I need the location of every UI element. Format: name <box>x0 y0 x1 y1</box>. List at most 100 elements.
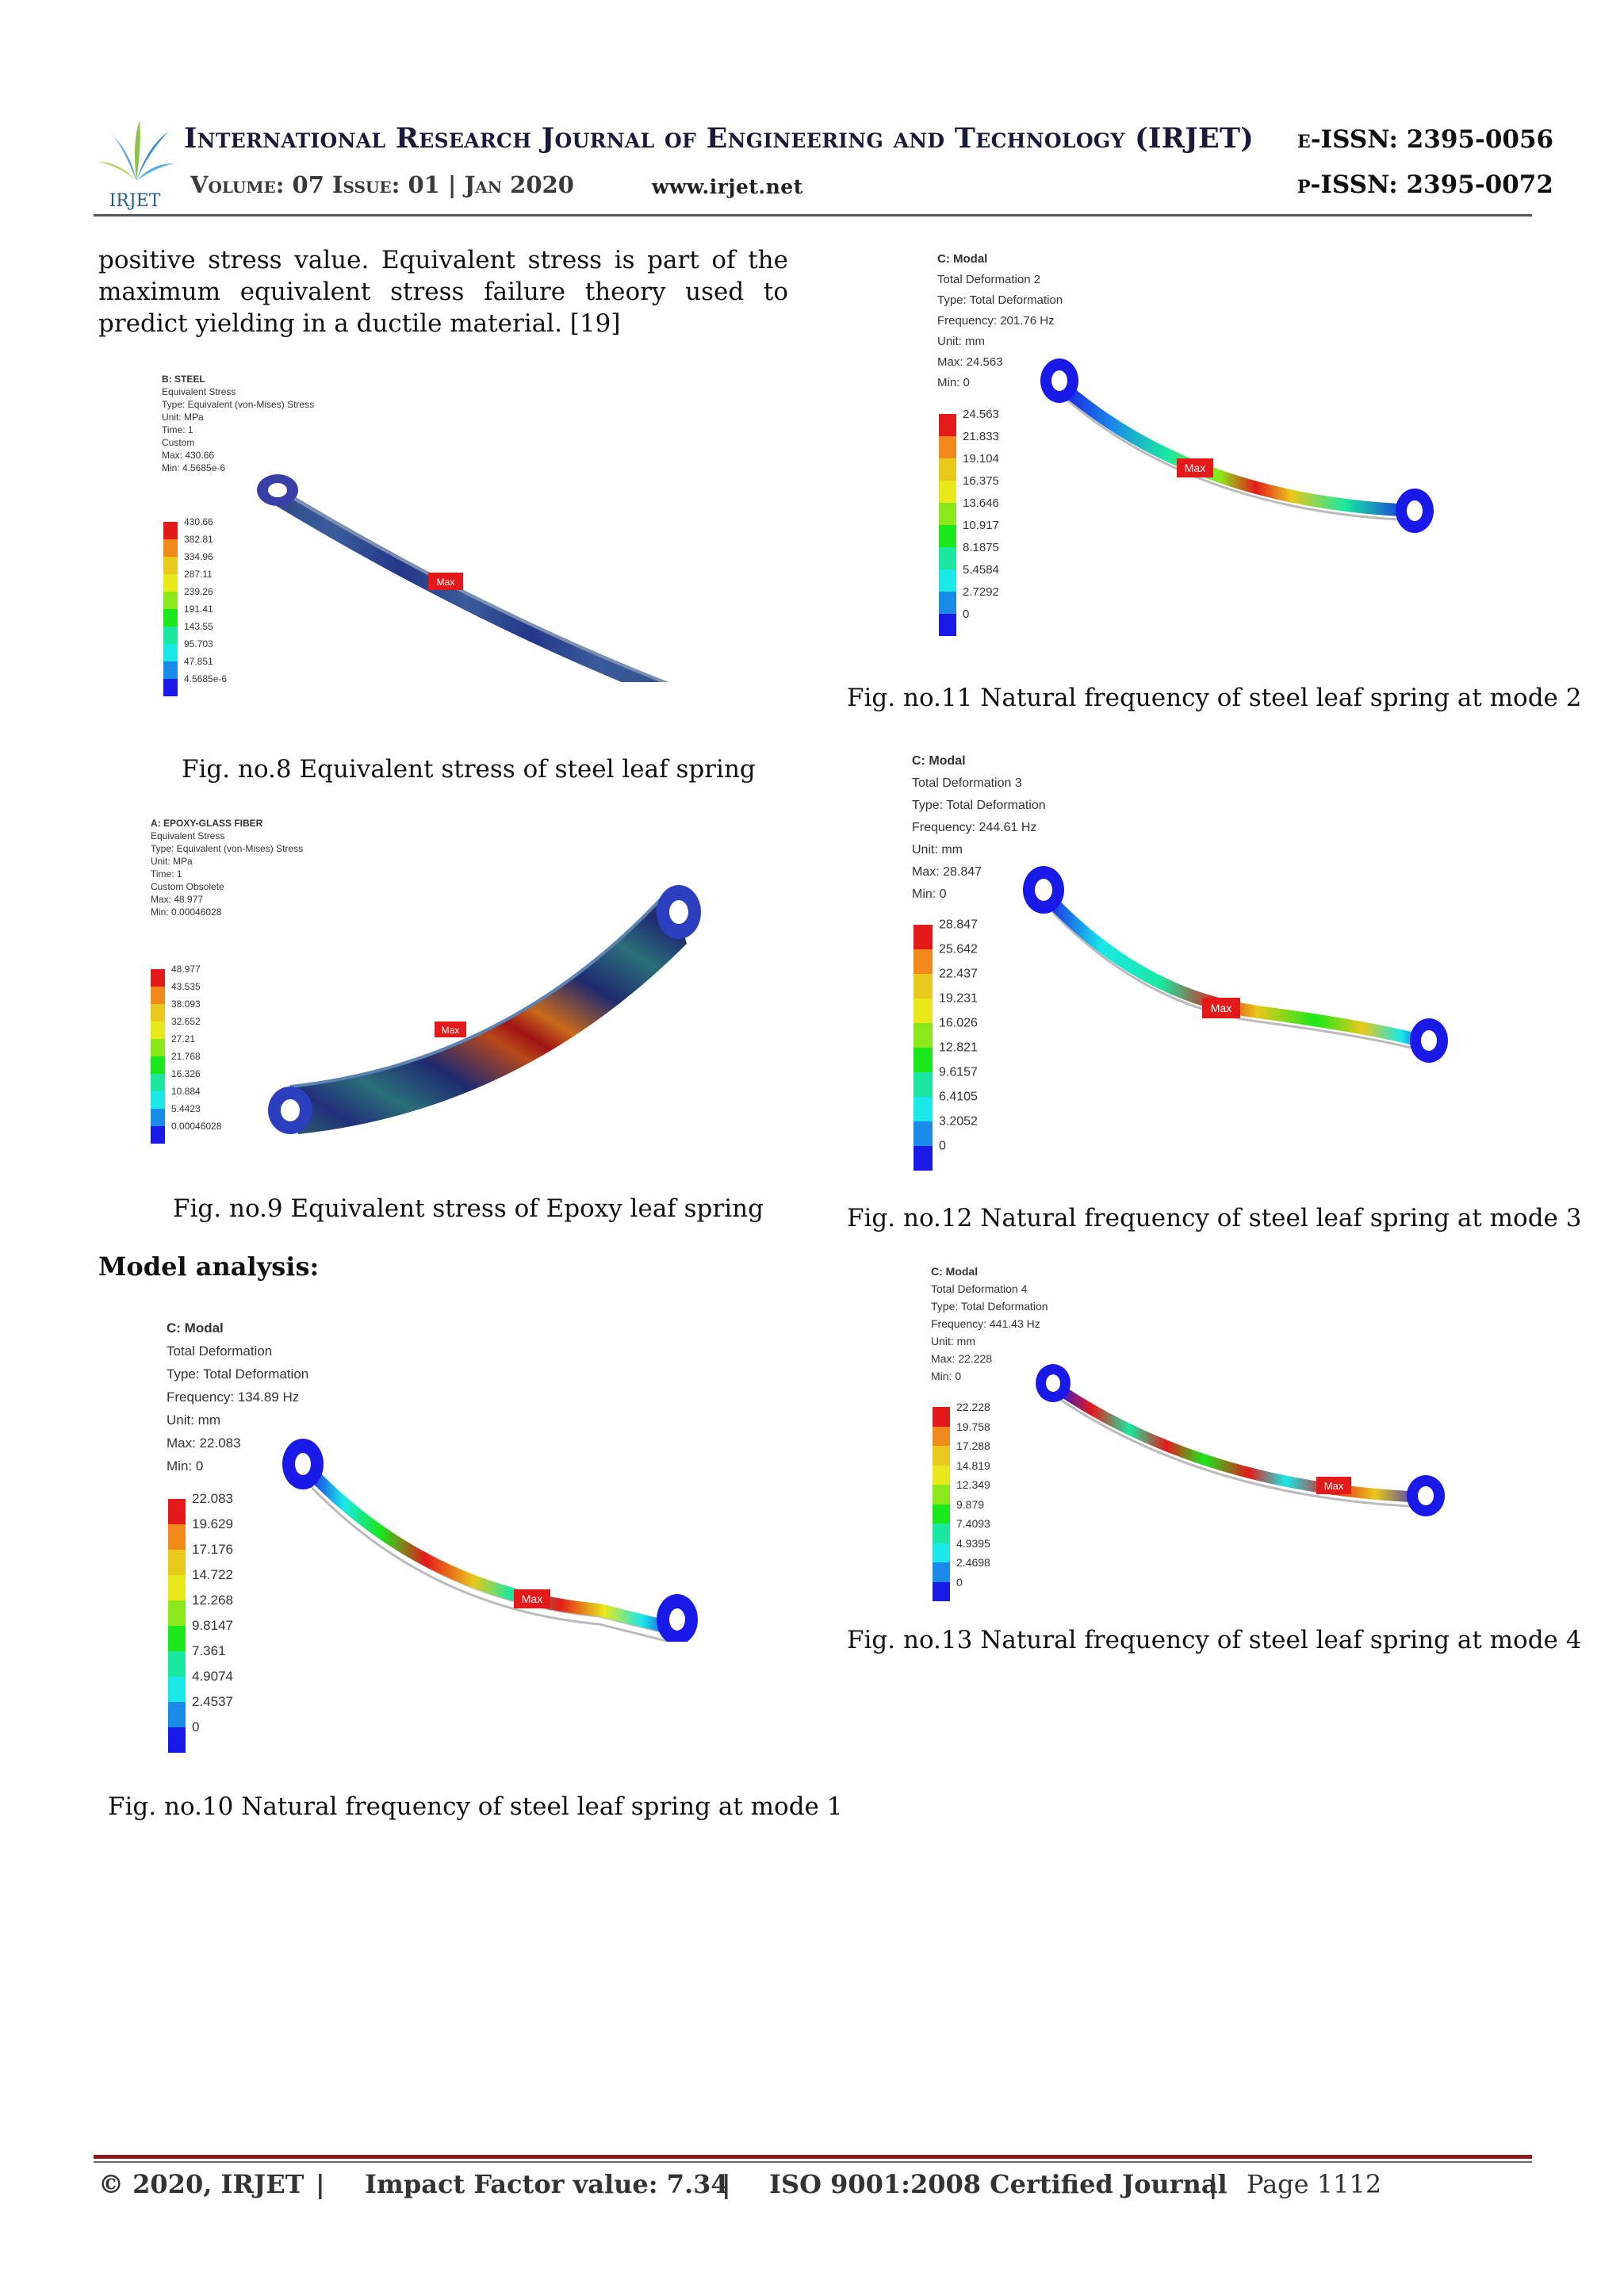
legend-entry: 16.026 <box>914 1016 978 1048</box>
legend-swatch <box>163 609 178 627</box>
figure-info-line: Custom <box>162 437 195 448</box>
legend-value: 0 <box>192 1719 200 1734</box>
journal-website-link[interactable]: www.irjet.net <box>652 175 803 198</box>
legend-entry: 6.4105 <box>914 1090 978 1121</box>
legend-swatch <box>939 592 956 614</box>
legend-entry: 19.231 <box>914 991 978 1023</box>
figure-8: B: STEEL Equivalent Stress Type: Equivalen… <box>159 373 737 706</box>
legend-value: 9.879 <box>956 1497 985 1511</box>
legend-value: 9.6157 <box>939 1065 978 1079</box>
legend-entry: 9.6157 <box>914 1065 978 1097</box>
figure-info-title: C: Modal <box>931 1265 979 1278</box>
legend-value: 22.228 <box>956 1401 990 1413</box>
legend-value: 48.977 <box>171 964 201 975</box>
legend-value: 287.11 <box>184 569 213 580</box>
svg-text:Max: Max <box>522 1593 542 1605</box>
legend-swatch <box>168 1626 186 1651</box>
legend-entry: 28.847 <box>914 918 978 949</box>
figure-info-line: Frequency: 441.43 Hz <box>931 1317 1040 1330</box>
legend-swatch <box>939 414 956 436</box>
legend-value: 10.917 <box>963 518 999 532</box>
figure-13-caption: Fig. no.13 Natural frequency of steel le… <box>847 1626 1582 1654</box>
legend-entry: 287.11 <box>163 569 227 592</box>
legend-value: 47.851 <box>184 656 213 667</box>
legend-value: 5.4584 <box>963 562 999 577</box>
legend-entry: 0 <box>933 1576 990 1601</box>
figure-info-block: C: Modal Total Deformation 2 Type: Total D… <box>937 249 1063 393</box>
figure-9: A: EPOXY-GLASS FIBER Equivalent Stress Typ… <box>147 817 742 1158</box>
legend-value: 16.375 <box>963 473 999 488</box>
legend-swatch <box>151 1022 165 1039</box>
legend-swatch <box>933 1426 950 1446</box>
legend-entry: 2.4537 <box>168 1694 233 1727</box>
figure-info-line: Total Deformation 4 <box>931 1282 1028 1295</box>
figure-info-block: C: Modal Total Deformation Type: Total Def… <box>167 1317 308 1478</box>
journal-title: International Research Journal of Engine… <box>184 122 1254 155</box>
legend-entry: 7.361 <box>168 1643 233 1677</box>
figure-info-line: Total Deformation 3 <box>912 776 1022 790</box>
legend-value: 7.361 <box>192 1643 226 1658</box>
legend-swatch <box>914 1072 933 1097</box>
legend-swatch <box>914 999 933 1023</box>
figure-info-line: Min: 0 <box>912 887 947 901</box>
legend-value: 28.847 <box>939 918 978 931</box>
figure-info-title: C: Modal <box>937 252 988 266</box>
legend-value: 4.5685e-6 <box>184 673 228 684</box>
legend-entry: 38.093 <box>151 999 221 1022</box>
legend-entry: 13.646 <box>939 496 999 525</box>
legend-value: 191.41 <box>184 604 213 615</box>
figure-info-line: Unit: mm <box>937 335 985 348</box>
footer-iso: ISO 9001:2008 Certified Journal <box>769 2169 1228 2199</box>
legend-value: 8.1875 <box>963 540 999 554</box>
svg-text:Max: Max <box>442 1025 460 1036</box>
legend-value: 2.7292 <box>963 585 999 599</box>
legend-swatch <box>163 557 178 574</box>
legend-value: 239.26 <box>184 586 213 597</box>
legend-entry: 5.4584 <box>939 563 999 592</box>
legend-swatch <box>933 1446 950 1466</box>
legend-value: 22.083 <box>192 1491 233 1506</box>
figure-info-line: Min: 0.00046028 <box>151 907 222 918</box>
legend-swatch <box>168 1550 186 1575</box>
figure-8-caption: Fig. no.8 Equivalent stress of steel lea… <box>182 755 756 784</box>
legend-value: 0 <box>956 1575 963 1589</box>
legend-swatch <box>939 547 956 569</box>
figure-info-line: Time: 1 <box>162 424 193 435</box>
legend-entry: 14.819 <box>933 1459 990 1485</box>
legend-swatch <box>933 1543 950 1562</box>
legend-swatch <box>914 1121 933 1146</box>
legend-value: 14.722 <box>192 1567 233 1582</box>
legend-swatch <box>933 1562 950 1582</box>
legend-swatch <box>151 1109 165 1126</box>
legend-swatch <box>933 1485 950 1504</box>
legend-entry: 16.375 <box>939 474 999 503</box>
legend-entry: 9.8147 <box>168 1618 233 1651</box>
footer-copyright: © 2020, IRJET <box>98 2169 304 2199</box>
figure-info-block: A: EPOXY-GLASS FIBER Equivalent Stress Typ… <box>151 817 303 918</box>
color-legend: 430.66 382.81 334.96 287.11 239.26 191.41 143.… <box>163 516 228 696</box>
legend-entry: 17.176 <box>168 1542 233 1575</box>
legend-swatch <box>914 925 933 949</box>
figure-info-line: Type: Equivalent (von-Mises) Stress <box>151 843 304 854</box>
legend-entry: 239.26 <box>163 586 227 609</box>
legend-value: 24.563 <box>963 407 999 421</box>
legend-entry: 9.879 <box>933 1498 990 1524</box>
leaf-spring-model: Max <box>1036 1364 1445 1516</box>
legend-entry: 191.41 <box>163 604 227 627</box>
legend-value: 19.758 <box>956 1420 990 1433</box>
legend-value: 2.4698 <box>956 1556 990 1569</box>
legend-swatch <box>914 1023 933 1048</box>
figure-info-line: Type: Total Deformation <box>167 1366 309 1382</box>
legend-value: 17.176 <box>192 1542 233 1557</box>
color-legend: 48.977 43.535 38.093 32.652 27.21 21.768 16.32… <box>151 964 221 1144</box>
body-paragraph: positive stress value. Equivalent stress… <box>98 246 788 338</box>
figure-info-line: Unit: mm <box>912 843 963 857</box>
figure-info-line: Type: Total Deformation <box>937 293 1063 307</box>
color-legend: 28.847 25.642 22.437 19.231 16.026 12.821 9.61… <box>914 918 978 1171</box>
legend-swatch <box>933 1524 950 1543</box>
footer-page-number: Page 1112 <box>1247 2169 1382 2199</box>
legend-swatch <box>168 1524 186 1550</box>
legend-value: 32.652 <box>171 1016 201 1027</box>
figure-13: C: Modal Total Deformation 4 Type: Total D… <box>928 1263 1475 1604</box>
legend-entry: 0 <box>939 608 999 636</box>
